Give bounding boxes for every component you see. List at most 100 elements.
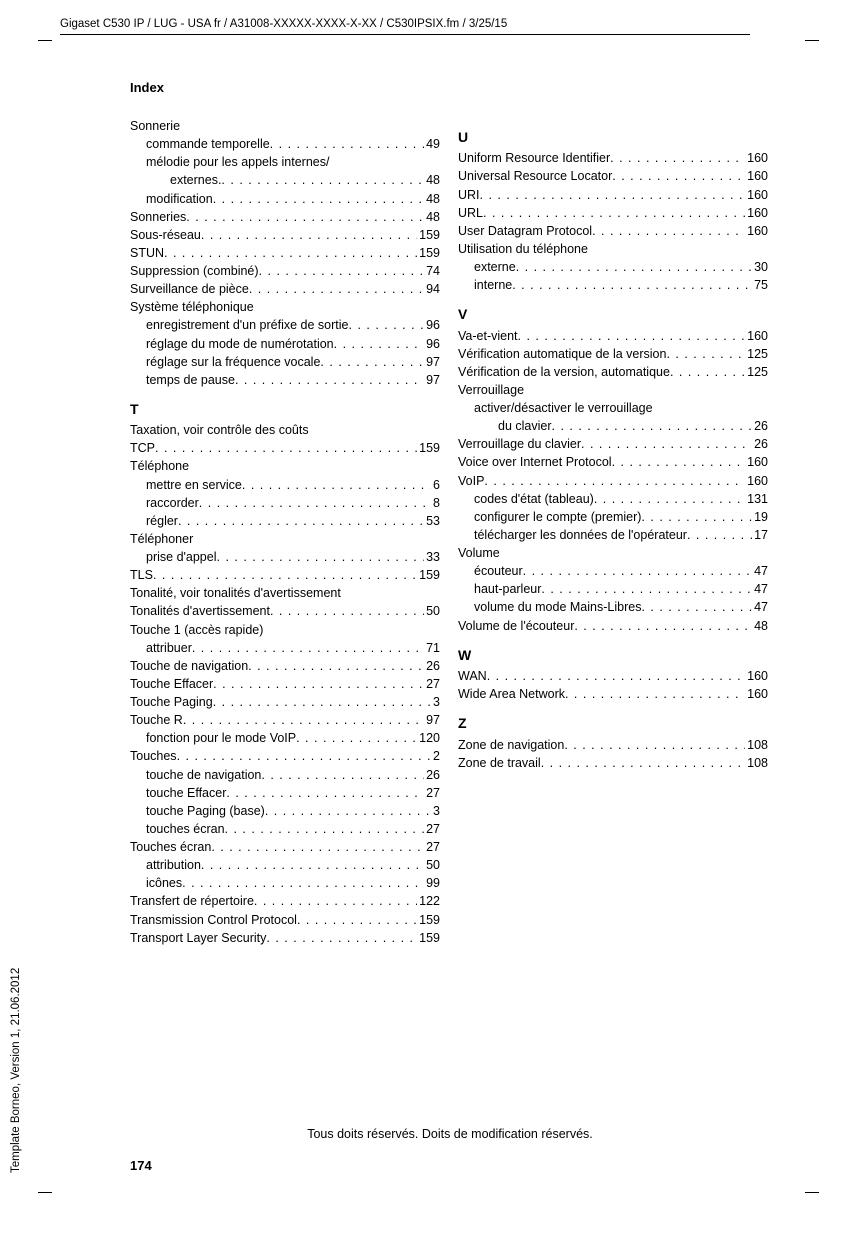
index-label: télécharger les données de l'opérateur [474, 526, 687, 544]
leader-dots [552, 417, 753, 435]
index-page-ref: 27 [424, 838, 440, 856]
index-entry: WAN160 [458, 667, 768, 685]
index-label: Suppression (combiné) [130, 262, 259, 280]
leader-dots [484, 472, 745, 490]
leader-dots [666, 345, 745, 363]
header-file-path: Gigaset C530 IP / LUG - USA fr / A31008-… [60, 18, 507, 30]
index-entry: temps de pause97 [130, 371, 440, 389]
index-entry: Verrouillage du clavier26 [458, 435, 768, 453]
leader-dots [541, 580, 752, 598]
leader-dots [199, 494, 431, 512]
index-label: réglage du mode de numérotation [146, 335, 334, 353]
index-page-ref: 26 [424, 657, 440, 675]
leader-dots [581, 435, 752, 453]
index-page-ref: 96 [424, 316, 440, 334]
index-entry: enregistrement d'un préfixe de sortie96 [130, 316, 440, 334]
index-page-ref: 71 [424, 639, 440, 657]
index-line: Sonnerie [130, 117, 440, 135]
index-entry: Universal Resource Locator160 [458, 167, 768, 185]
index-page-ref: 159 [417, 439, 440, 457]
crop-mark [38, 40, 52, 41]
index-page-ref: 159 [417, 929, 440, 947]
index-entry: touche Effacer27 [130, 784, 440, 802]
leader-dots [297, 911, 417, 929]
index-label: mettre en service [146, 476, 242, 494]
leader-dots [512, 276, 752, 294]
index-letter: T [130, 399, 440, 419]
index-entry: Transmission Control Protocol159 [130, 911, 440, 929]
index-label: Touche Effacer [130, 675, 213, 693]
index-label: codes d'état (tableau) [474, 490, 594, 508]
leader-dots [261, 766, 424, 784]
index-letter: U [458, 127, 768, 147]
leader-dots [164, 244, 417, 262]
index-label: Sonneries [130, 208, 186, 226]
index-entry: Surveillance de pièce94 [130, 280, 440, 298]
index-columns: Sonneriecommande temporelle49mélodie pou… [130, 117, 770, 947]
index-label: écouteur [474, 562, 523, 580]
index-label: Tonalités d'avertissement [130, 602, 270, 620]
leader-dots [192, 639, 424, 657]
index-label: Téléphone [130, 457, 189, 475]
index-line: Verrouillage [458, 381, 768, 399]
index-entry: régler53 [130, 512, 440, 530]
leader-dots [270, 602, 424, 620]
index-page-ref: 96 [424, 335, 440, 353]
leader-dots [541, 754, 745, 772]
index-page-ref: 159 [417, 911, 440, 929]
leader-dots [592, 222, 745, 240]
index-page-ref: 108 [745, 754, 768, 772]
index-page-ref: 47 [752, 562, 768, 580]
index-label: fonction pour le mode VoIP [146, 729, 296, 747]
leader-dots [183, 711, 424, 729]
index-page-ref: 160 [745, 667, 768, 685]
index-label: modification [146, 190, 213, 208]
index-entry: STUN159 [130, 244, 440, 262]
index-entry: commande temporelle49 [130, 135, 440, 153]
index-label: Universal Resource Locator [458, 167, 612, 185]
index-label: Voice over Internet Protocol [458, 453, 612, 471]
index-column-right: U Uniform Resource Identifier 160 Universal… [458, 117, 768, 947]
index-label: Uniform Resource Identifier [458, 149, 610, 167]
index-page-ref: 48 [424, 190, 440, 208]
index-label: URL [458, 204, 483, 222]
index-page-ref: 160 [745, 204, 768, 222]
index-line: Tonalité, voir tonalités d'avertissement [130, 584, 440, 602]
index-page-ref: 160 [745, 685, 768, 703]
page-content: Index Sonneriecommande temporelle49mélod… [130, 80, 770, 947]
index-entry: TLS 159 [130, 566, 440, 584]
index-label: commande temporelle [146, 135, 270, 153]
index-page-ref: 48 [424, 208, 440, 226]
index-entry: interne75 [458, 276, 768, 294]
index-page-ref: 27 [424, 675, 440, 693]
index-entry: Suppression (combiné)74 [130, 262, 440, 280]
index-page-ref: 160 [745, 453, 768, 471]
index-page-ref: 159 [417, 566, 440, 584]
leader-dots [221, 171, 424, 189]
index-line: mélodie pour les appels internes/ [130, 153, 440, 171]
leader-dots [201, 856, 424, 874]
leader-dots [296, 729, 417, 747]
index-page-ref: 125 [745, 363, 768, 381]
template-version-sidebar: Template Borneo, Version 1, 21.06.2012 [10, 968, 22, 1173]
index-label: externes. [170, 171, 221, 189]
leader-dots [211, 838, 424, 856]
index-label: URI [458, 186, 480, 204]
index-label: Taxation, voir contrôle des coûts [130, 421, 309, 439]
leader-dots [249, 280, 424, 298]
index-label: volume du mode Mains-Libres [474, 598, 641, 616]
index-label: attribution [146, 856, 201, 874]
index-entry: icônes99 [130, 874, 440, 892]
leader-dots [523, 562, 752, 580]
leader-dots [518, 327, 746, 345]
index-page-ref: 99 [424, 874, 440, 892]
leader-dots [265, 802, 431, 820]
index-entry: Sonneries 48 [130, 208, 440, 226]
index-label: TLS [130, 566, 153, 584]
index-column-left: Sonneriecommande temporelle49mélodie pou… [130, 117, 440, 947]
index-entry: raccorder8 [130, 494, 440, 512]
index-entry: Va-et-vient160 [458, 327, 768, 345]
index-label: Système téléphonique [130, 298, 254, 316]
index-page-ref: 8 [431, 494, 440, 512]
index-label: touche Paging (base) [146, 802, 265, 820]
